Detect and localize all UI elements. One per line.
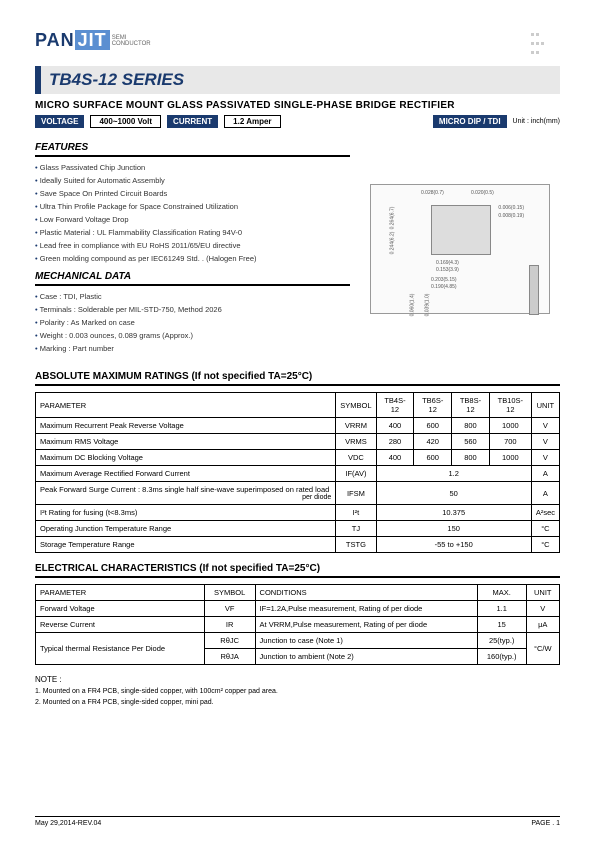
feature-item: Low Forward Voltage Drop xyxy=(35,213,350,226)
feature-item: Ultra Thin Profile Package for Space Con… xyxy=(35,200,350,213)
table-row: Maximum RMS VoltageVRMS280420560700V xyxy=(36,434,560,450)
mech-heading: MECHANICAL DATA xyxy=(35,271,350,282)
table-row: Forward VoltageVFIF=1.2A,Pulse measureme… xyxy=(36,601,560,617)
dim-12: 0.039(1.0) xyxy=(424,293,430,316)
logo-sub2: CONDUCTOR xyxy=(112,41,151,47)
voltage-value: 400~1000 Volt xyxy=(90,115,161,128)
note-1: 1. Mounted on a FR4 PCB, single-sided co… xyxy=(35,688,560,695)
dim-15: 0.006(0.15) xyxy=(498,205,524,211)
features-list: Glass Passivated Chip JunctionIdeally Su… xyxy=(35,161,350,265)
logo: PANJIT SEMI CONDUCTOR xyxy=(35,30,560,51)
feature-item: Ideally Suited for Automatic Assembly xyxy=(35,174,350,187)
decorative-dots xyxy=(530,30,560,50)
table-row: Peak Forward Surge Current : 8.3ms singl… xyxy=(36,482,560,505)
dim-1: 0.028(0.7) xyxy=(421,190,444,196)
mech-list: Case : TDI, PlasticTerminals : Solderabl… xyxy=(35,290,350,355)
note-2: 2. Mounted on a FR4 PCB, single-sided co… xyxy=(35,699,560,706)
current-label: CURRENT xyxy=(167,115,218,128)
elec-char-table: PARAMETERSYMBOLCONDITIONSMAX.UNITForward… xyxy=(35,584,560,665)
feature-item: Glass Passivated Chip Junction xyxy=(35,161,350,174)
footer: May 29,2014-REV.04 PAGE . 1 xyxy=(35,816,560,827)
dim-10: 0.190(4.85) xyxy=(431,284,457,290)
footer-date: May 29,2014-REV.04 xyxy=(35,820,101,827)
dim-9: 0.203(5.15) xyxy=(431,277,457,283)
logo-pan: PAN xyxy=(35,30,75,50)
table-row: Maximum Average Rectified Forward Curren… xyxy=(36,466,560,482)
dim-5: 0.244(6.2) xyxy=(389,231,395,254)
package-diagram: 0.028(0.7) 0.020(0.5) 0.264(6.7) 0.244(6… xyxy=(370,184,550,314)
features-heading: FEATURES xyxy=(35,142,350,153)
table-row: Maximum Recurrent Peak Reverse VoltageVR… xyxy=(36,418,560,434)
current-value: 1.2 Amper xyxy=(224,115,280,128)
title-bar: TB4S-12 SERIES xyxy=(35,66,560,94)
table-row: Reverse CurrentIRAt VRRM,Pulse measureme… xyxy=(36,617,560,633)
dim-8: 0.153(3.9) xyxy=(436,267,459,273)
table-row: Typical thermal Resistance Per DiodeRθJC… xyxy=(36,633,560,649)
feature-item: Green molding compound as per IEC61249 S… xyxy=(35,252,350,265)
feature-item: Lead free in compliance with EU RoHS 201… xyxy=(35,239,350,252)
note-head: NOTE : xyxy=(35,675,560,684)
dim-13: 0.008(0.19) xyxy=(498,213,524,219)
features-head: FEATURES xyxy=(35,142,350,157)
subtitle: MICRO SURFACE MOUNT GLASS PASSIVATED SIN… xyxy=(35,100,560,111)
package-label: MICRO DIP / TDI xyxy=(433,115,507,128)
mech-item: Case : TDI, Plastic xyxy=(35,290,350,303)
voltage-label: VOLTAGE xyxy=(35,115,84,128)
table-row: I²t Rating for fusing (t<8.3ms)I²t10.375… xyxy=(36,505,560,521)
mech-head: MECHANICAL DATA xyxy=(35,271,350,286)
dim-4: 0.264(6.7) xyxy=(389,206,395,229)
table-row: Maximum DC Blocking VoltageVDC4006008001… xyxy=(36,450,560,466)
feature-item: Plastic Material : UL Flammability Class… xyxy=(35,226,350,239)
unit-note: Unit : inch(mm) xyxy=(513,118,560,125)
table-row: Storage Temperature RangeTSTG-55 to +150… xyxy=(36,537,560,553)
table-row: Operating Junction Temperature RangeTJ15… xyxy=(36,521,560,537)
feature-item: Save Space On Printed Circuit Boards xyxy=(35,187,350,200)
footer-page: PAGE . 1 xyxy=(531,820,560,827)
abs-title: ABSOLUTE MAXIMUM RATINGS (If not specifi… xyxy=(35,371,560,386)
mech-item: Marking : Part number xyxy=(35,342,350,355)
mech-item: Polarity : As Marked on case xyxy=(35,316,350,329)
logo-sub: SEMI CONDUCTOR xyxy=(112,35,151,47)
dim-7: 0.169(4.3) xyxy=(436,260,459,266)
abs-max-table: PARAMETERSYMBOLTB4S-12TB6S-12TB8S-12TB10… xyxy=(35,392,560,553)
mech-item: Terminals : Solderable per MIL-STD-750, … xyxy=(35,303,350,316)
dim-11: 0.060(1.4) xyxy=(409,293,415,316)
series-title: TB4S-12 SERIES xyxy=(49,70,552,90)
logo-jit: JIT xyxy=(75,30,110,50)
elec-title: ELECTRICAL CHARACTERISTICS (If not speci… xyxy=(35,563,560,578)
dim-2: 0.020(0.5) xyxy=(471,190,494,196)
mech-item: Weight : 0.003 ounces, 0.089 grams (Appr… xyxy=(35,329,350,342)
spec-row: VOLTAGE 400~1000 Volt CURRENT 1.2 Amper … xyxy=(35,115,560,128)
